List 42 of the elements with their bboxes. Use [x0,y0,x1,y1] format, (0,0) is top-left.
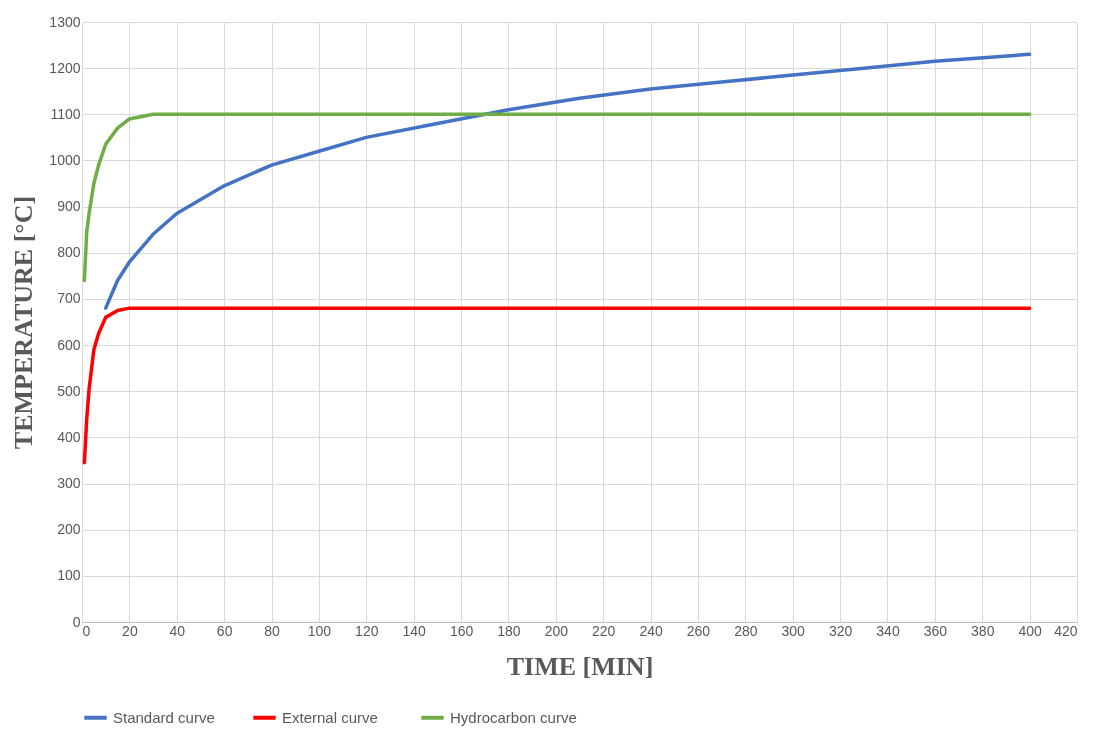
x-tick-label: 220 [592,622,616,639]
x-tick-label: 40 [169,622,186,639]
x-tick-label: 400 [1018,622,1043,639]
x-axis-title: TIME [MIN] [506,651,654,681]
y-tick-label: 700 [57,290,81,307]
y-tick-label: 1100 [50,105,81,122]
y-tick-label: 200 [57,521,81,538]
x-tick-label: 280 [734,622,758,639]
x-tick-label: 240 [639,622,663,639]
line-series [82,112,1032,283]
y-tick-label: 800 [57,244,81,261]
y-tick-label: 600 [57,336,81,353]
x-tick-label: 300 [781,622,806,639]
legend-label: Hydrocarbon curve [450,708,577,726]
x-tick-label: 340 [876,622,900,639]
x-tick-label: 160 [449,622,474,639]
x-tick-label: 420 [1054,622,1078,639]
legend-label: External curve [282,708,378,726]
y-tick-label: 1200 [49,59,81,76]
y-tick-label: 300 [57,475,81,492]
x-tick-label: 120 [355,622,379,639]
x-tick-label: 200 [544,622,569,639]
x-tick-label: 60 [216,622,233,639]
x-tick-label: 320 [828,622,853,639]
y-tick-label: 100 [57,567,81,584]
line-series [82,306,1032,465]
y-tick-label: 900 [57,198,81,215]
x-tick-label: 360 [923,622,948,639]
line-series [103,52,1032,310]
x-tick-label: 100 [307,622,332,639]
x-tick-label: 80 [264,622,281,639]
y-tick-label: 1300 [49,13,81,30]
y-tick-label: 400 [57,428,81,445]
x-tick-label: 260 [686,622,711,639]
x-tick-label: 380 [971,622,995,639]
x-tick-label: 180 [497,622,521,639]
x-tick-label: 140 [402,622,427,639]
legend-label: Standard curve [113,708,215,726]
x-tick-label: 20 [122,622,138,639]
y-tick-label: 500 [57,382,81,399]
y-axis-title: TEMPERATURE [°C] [9,195,39,450]
y-tick-label: 1000 [49,151,81,168]
